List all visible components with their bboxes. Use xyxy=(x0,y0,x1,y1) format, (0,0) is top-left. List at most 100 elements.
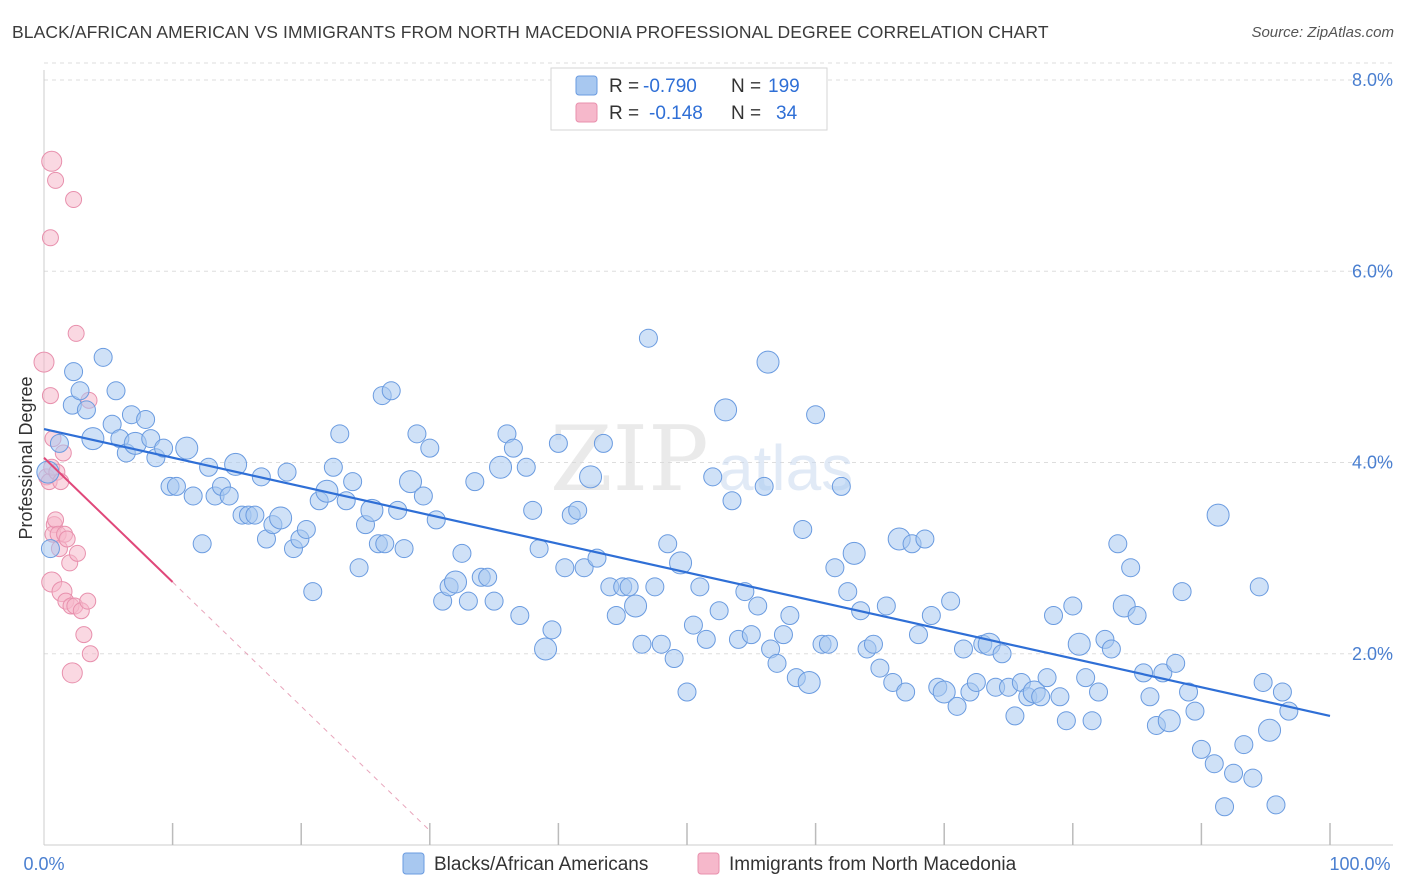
stats-r-value-blue: -0.790 xyxy=(643,76,697,97)
data-point xyxy=(81,645,99,663)
data-point xyxy=(219,486,239,506)
data-point xyxy=(1191,739,1211,759)
stats-legend: R = -0.790 N = 199 R = -0.148 N = 34 xyxy=(550,67,828,131)
data-point xyxy=(1076,668,1096,688)
data-point xyxy=(664,649,684,669)
data-point xyxy=(76,400,96,420)
data-point xyxy=(579,465,603,489)
data-point xyxy=(47,171,65,189)
data-point xyxy=(75,626,93,644)
legend-swatch-pink xyxy=(697,852,720,875)
data-point xyxy=(33,351,55,373)
data-point xyxy=(1037,668,1057,688)
data-point xyxy=(677,682,697,702)
data-point xyxy=(1108,534,1128,554)
data-point xyxy=(65,191,83,209)
data-point xyxy=(883,672,903,692)
data-point xyxy=(1067,632,1091,656)
data-point xyxy=(516,457,536,477)
data-point xyxy=(413,486,433,506)
data-point xyxy=(192,534,212,554)
data-point xyxy=(1224,763,1244,783)
data-point xyxy=(277,462,297,482)
trend-line-pink-extension xyxy=(172,581,431,832)
data-point xyxy=(921,606,941,625)
data-point xyxy=(1258,718,1282,742)
data-point xyxy=(93,347,113,367)
data-point xyxy=(947,696,967,716)
data-point xyxy=(183,486,203,506)
grid-lines xyxy=(44,62,1393,655)
y-tick-label: 2.0% xyxy=(1352,644,1393,664)
data-point xyxy=(863,634,883,654)
data-point xyxy=(489,455,513,479)
data-point xyxy=(1272,682,1292,702)
legend-label-pink: Immigrants from North Macedonia xyxy=(729,854,1017,875)
data-point xyxy=(574,558,594,578)
data-point xyxy=(245,505,265,525)
data-point xyxy=(932,680,956,704)
data-point xyxy=(510,606,530,625)
data-point xyxy=(41,150,63,172)
stats-n-value-pink: 34 xyxy=(776,103,798,124)
data-point xyxy=(349,558,369,578)
data-point xyxy=(330,424,350,444)
data-point xyxy=(1082,711,1102,731)
data-point xyxy=(458,591,478,611)
data-point xyxy=(714,398,738,422)
data-point xyxy=(79,592,97,610)
data-point xyxy=(1243,768,1263,788)
x-tick-label-min: 0.0% xyxy=(23,854,64,874)
axes xyxy=(43,70,1393,846)
data-point xyxy=(375,534,395,554)
data-point xyxy=(696,629,716,649)
data-point xyxy=(842,541,866,565)
data-point xyxy=(606,606,626,625)
data-point xyxy=(1234,735,1254,755)
data-point xyxy=(754,476,774,496)
data-point xyxy=(1101,639,1121,659)
y-tick-label: 4.0% xyxy=(1352,453,1393,473)
legend-swatch-blue xyxy=(402,852,425,875)
data-point xyxy=(555,558,575,578)
stats-n-label-blue: N = xyxy=(731,76,761,97)
data-point xyxy=(825,558,845,578)
data-point xyxy=(166,476,186,496)
data-point xyxy=(49,433,69,453)
data-point xyxy=(690,577,710,597)
data-point xyxy=(1121,558,1141,578)
data-point xyxy=(381,381,401,401)
data-point xyxy=(1005,706,1025,726)
data-point xyxy=(407,424,427,444)
data-point xyxy=(36,460,60,484)
data-point xyxy=(542,620,562,640)
watermark-zip: ZIP xyxy=(550,407,709,512)
trend-line-pink xyxy=(43,456,174,583)
stats-n-value-blue: 199 xyxy=(768,76,800,97)
data-point xyxy=(780,606,800,625)
data-point xyxy=(47,511,65,529)
data-point xyxy=(756,350,780,374)
x-tick-label-max: 100.0% xyxy=(1329,854,1390,874)
data-point xyxy=(465,472,485,492)
y-tick-label: 8.0% xyxy=(1352,70,1393,90)
data-point xyxy=(709,601,729,621)
data-point xyxy=(360,498,384,522)
data-point xyxy=(64,362,84,382)
data-point xyxy=(1206,503,1230,527)
data-point xyxy=(748,596,768,616)
watermark-atlas: atlas xyxy=(718,432,853,504)
data-point xyxy=(136,409,156,429)
data-point xyxy=(523,500,543,520)
data-point xyxy=(1253,672,1273,692)
data-point xyxy=(61,662,83,684)
data-point xyxy=(941,591,961,611)
watermark: ZIP atlas xyxy=(550,407,853,512)
data-point xyxy=(703,467,723,487)
data-point xyxy=(58,530,76,548)
data-point xyxy=(1031,687,1051,707)
data-point xyxy=(323,457,343,477)
data-point xyxy=(1056,711,1076,731)
data-point xyxy=(1185,701,1205,721)
data-point xyxy=(41,229,59,247)
